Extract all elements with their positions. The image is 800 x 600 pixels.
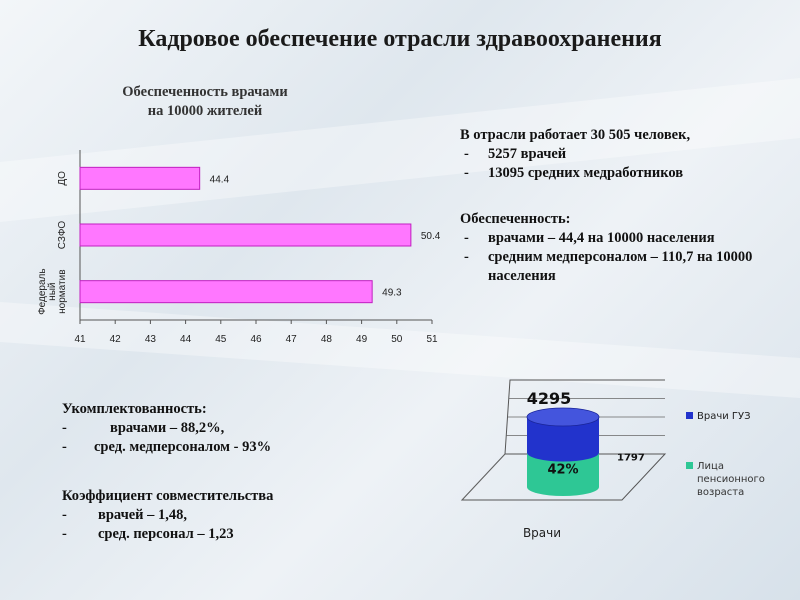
cylinder-segment-pensioners	[527, 452, 599, 496]
list-item: сред. персонал – 1,23	[62, 525, 273, 544]
cylinder-top	[526, 407, 600, 427]
x-tick-label: 48	[321, 334, 333, 345]
category-label: Врачи	[523, 526, 561, 540]
category-label: Федераль	[37, 268, 48, 315]
list-item: 13095 средних медработников	[460, 164, 690, 183]
legend-label: Лица	[697, 461, 724, 472]
list-item: врачами – 88,2%,	[62, 419, 271, 438]
bar-chart-title-line: Обеспеченность врачами	[122, 84, 288, 100]
series-value-label: 1797	[617, 453, 645, 464]
completeness-list: врачами – 88,2%, сред. медперсоналом - 9…	[62, 419, 271, 457]
staff-heading: В отрасли работает 30 505 человек,	[460, 127, 691, 143]
bar	[79, 280, 373, 304]
x-tick-label: 51	[426, 334, 438, 345]
x-tick-label: 43	[145, 334, 157, 345]
category-label: норматив	[57, 269, 68, 313]
bar-value-label: 50.4	[421, 231, 440, 242]
legend-label: возраста	[697, 487, 744, 498]
coefficient-list: врачей – 1,48, сред. персонал – 1,23	[62, 506, 273, 544]
bar-chart-title: Обеспеченность врачами на 10000 жителей	[90, 83, 320, 121]
bar-chart-title-line: на 10000 жителей	[147, 103, 263, 119]
legend-label: Врачи ГУЗ	[697, 411, 751, 422]
bar-value-label: 49.3	[382, 288, 402, 299]
x-tick-label: 47	[286, 334, 298, 345]
staff-list: 5257 врачей 13095 средних медработников	[460, 145, 690, 183]
x-tick-label: 41	[74, 334, 86, 345]
completeness-block: Укомплектованность: врачами – 88,2%, сре…	[62, 400, 271, 457]
bar	[79, 223, 412, 247]
list-item: врачей – 1,48,	[62, 506, 273, 525]
cylinder-segment-doctors	[527, 417, 599, 462]
completeness-heading: Укомплектованность:	[62, 401, 207, 417]
legend-swatch	[686, 462, 693, 469]
bar-chart: 44.4 ДО 50.4 СЗФО 49.3 Федераль ный норматив 41 4…	[37, 150, 440, 345]
legend-label: пенсионного	[697, 474, 765, 485]
percent-label: 42%	[547, 463, 578, 478]
bar-value-label: 44.4	[210, 174, 230, 185]
supply-heading: Обеспеченность:	[460, 211, 571, 227]
list-item: 5257 врачей	[460, 145, 690, 164]
legend-swatch	[686, 412, 693, 419]
floor-edge	[461, 453, 506, 501]
x-tick-label: 50	[391, 334, 403, 345]
x-tick-label: 45	[215, 334, 227, 345]
x-tick-label: 42	[110, 334, 122, 345]
list-item: сред. медперсоналом - 93%	[62, 438, 271, 457]
category-label: ный	[47, 283, 58, 301]
x-tick-label: 46	[250, 334, 262, 345]
category-label: СЗФО	[57, 221, 68, 250]
x-tick-label: 44	[180, 334, 192, 345]
series-value-label: 4295	[527, 389, 572, 408]
list-item: средним медперсоналом – 110,7 на 10000 н…	[460, 248, 790, 286]
supply-list: врачами – 44,4 на 10000 населения средни…	[460, 229, 790, 286]
coefficient-heading: Коэффициент совместительства	[62, 488, 274, 504]
category-label: ДО	[57, 171, 68, 186]
list-item: врачами – 44,4 на 10000 населения	[460, 229, 790, 248]
supply-block: Обеспеченность: врачами – 44,4 на 10000 …	[460, 210, 790, 286]
slide-title: Кадровое обеспечение отрасли здравоохран…	[138, 26, 662, 52]
bar	[79, 166, 201, 190]
x-tick-label: 49	[356, 334, 368, 345]
coefficient-block: Коэффициент совместительства врачей – 1,…	[62, 487, 273, 544]
chart-wall	[504, 379, 665, 455]
cylinder-chart: 4295 1797 42% Врачи Врачи ГУЗ Лица пенсионного…	[460, 379, 765, 540]
staff-block: В отрасли работает 30 505 человек, 5257 …	[460, 126, 690, 183]
